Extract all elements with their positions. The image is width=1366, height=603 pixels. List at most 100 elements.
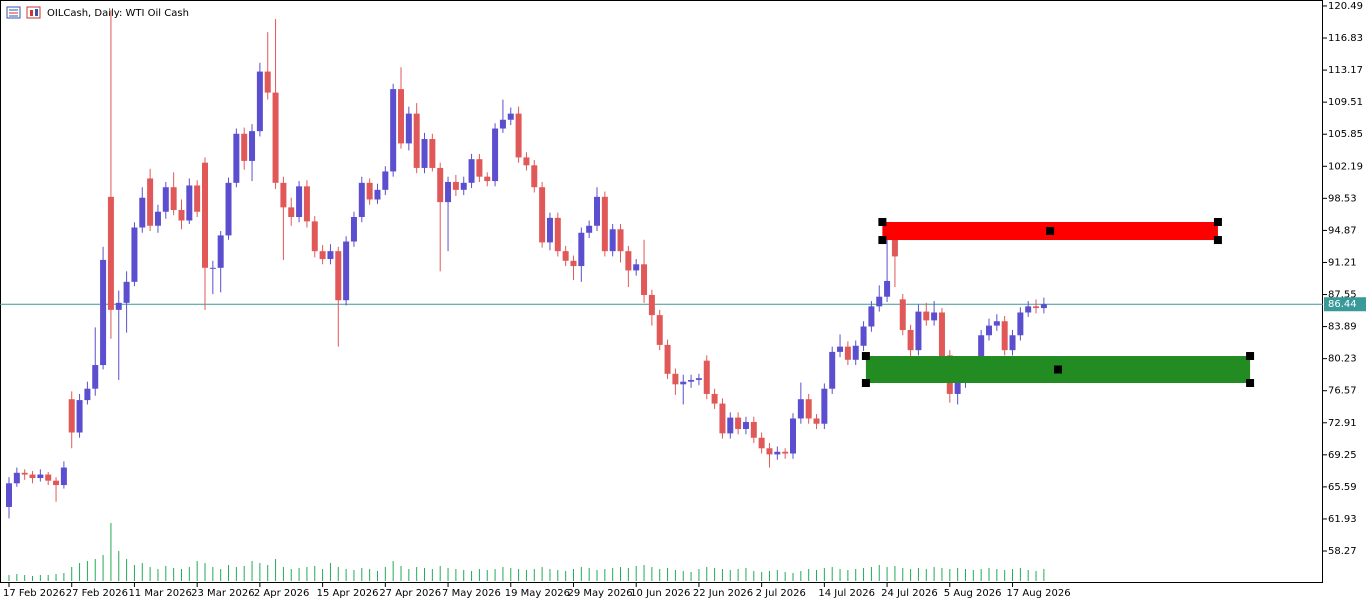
plot-frame xyxy=(0,0,1323,583)
x-tick-label: 17 Aug 2026 xyxy=(1007,588,1071,599)
candle-body xyxy=(225,182,232,236)
candle-body xyxy=(695,378,702,380)
x-tick-label: 5 Aug 2026 xyxy=(944,588,1002,599)
candle-body xyxy=(429,139,436,168)
y-tick-label: 72.91 xyxy=(1328,418,1357,429)
candle-body xyxy=(186,185,193,221)
candle-body xyxy=(445,181,452,203)
candle-body xyxy=(194,185,201,212)
candle-body xyxy=(366,182,373,200)
candle-body xyxy=(931,312,938,321)
candle-body xyxy=(452,181,459,190)
candle-body xyxy=(296,186,303,217)
candle-body xyxy=(311,221,318,252)
zone-handle xyxy=(1246,352,1255,361)
candle-body xyxy=(303,186,310,222)
x-tick-label: 2 Jul 2026 xyxy=(756,588,806,599)
candle-body xyxy=(76,400,83,433)
candle-body xyxy=(60,467,67,486)
candle-body xyxy=(641,264,648,295)
x-tick-label: 2 Apr 2026 xyxy=(254,588,309,599)
candle-body xyxy=(562,251,569,261)
candle-body xyxy=(978,335,985,370)
candle-body xyxy=(209,267,216,269)
zone-handle xyxy=(1213,217,1222,226)
candle-body xyxy=(288,207,295,217)
chart-title: OILCash, Daily: WTI Oil Cash xyxy=(47,8,189,19)
y-tick-label: 102.19 xyxy=(1328,161,1363,172)
candle-body xyxy=(343,241,350,301)
candle-body xyxy=(633,264,640,271)
zone-handle xyxy=(878,217,887,226)
candle-body xyxy=(1033,306,1040,309)
candle-body xyxy=(358,182,365,217)
candle-body xyxy=(280,182,287,208)
candle-body xyxy=(374,189,381,200)
candle-body xyxy=(1017,312,1024,336)
x-tick-label: 7 May 2026 xyxy=(442,588,501,599)
candle-body xyxy=(390,89,397,172)
candle-body xyxy=(421,139,428,168)
candle-body xyxy=(217,235,224,268)
y-tick-label: 105.85 xyxy=(1328,129,1363,140)
candle-body xyxy=(703,360,710,394)
candle-body xyxy=(774,451,781,455)
y-tick-label: 120.49 xyxy=(1328,1,1363,12)
candle-body xyxy=(37,474,44,479)
candle-body xyxy=(1040,304,1047,309)
candle-body xyxy=(938,312,945,357)
candle-body xyxy=(264,71,271,93)
candle-body xyxy=(178,209,185,221)
y-tick-label: 65.59 xyxy=(1328,482,1357,493)
candle-body xyxy=(907,330,914,351)
candle-body xyxy=(735,417,742,429)
candle-body xyxy=(531,165,538,188)
volume-bars xyxy=(8,523,1045,581)
y-tick-label: 58.27 xyxy=(1328,546,1357,557)
icon xyxy=(30,10,33,16)
candle-body xyxy=(92,365,99,389)
candle-body xyxy=(719,403,726,434)
x-tick-label: 27 Apr 2026 xyxy=(379,588,441,599)
candle-body xyxy=(680,381,687,385)
candle-body xyxy=(272,92,279,183)
candle-body xyxy=(515,113,522,158)
candle-body xyxy=(123,281,130,303)
candle-body xyxy=(594,196,600,226)
y-tick-label: 83.89 xyxy=(1328,322,1357,333)
candle-body xyxy=(335,251,342,301)
candle-body xyxy=(256,71,263,132)
candle-body xyxy=(139,197,146,228)
candle-body xyxy=(986,325,992,336)
x-tick-label: 24 Jul 2026 xyxy=(881,588,938,599)
candle-body xyxy=(523,157,530,166)
candle-body xyxy=(147,178,154,226)
candle-body xyxy=(437,167,444,203)
x-tick-label: 23 Mar 2026 xyxy=(191,588,254,599)
candle-body xyxy=(13,472,20,484)
header-icons xyxy=(6,6,41,19)
x-tick-label: 29 May 2026 xyxy=(567,588,632,599)
candle-body xyxy=(29,474,36,479)
candle-body xyxy=(609,229,616,252)
candle-body xyxy=(915,311,922,351)
candle-body xyxy=(876,296,883,307)
candle-body xyxy=(766,448,773,455)
candle-body xyxy=(1001,321,1008,351)
candle-body xyxy=(68,399,75,433)
candle-body xyxy=(233,133,240,183)
candle-body xyxy=(546,217,553,243)
zone-handle xyxy=(861,352,870,361)
candle-body xyxy=(884,280,891,297)
candle-body xyxy=(750,421,757,438)
candle-body xyxy=(742,421,749,429)
candle-body xyxy=(460,182,467,190)
x-tick-label: 19 May 2026 xyxy=(505,588,570,599)
x-tick-label: 27 Feb 2026 xyxy=(66,588,128,599)
y-tick-label: 61.93 xyxy=(1328,514,1357,525)
candle-body xyxy=(468,159,475,183)
candle-body xyxy=(617,229,624,252)
x-tick-label: 14 Jul 2026 xyxy=(818,588,875,599)
candle-body xyxy=(782,451,789,454)
